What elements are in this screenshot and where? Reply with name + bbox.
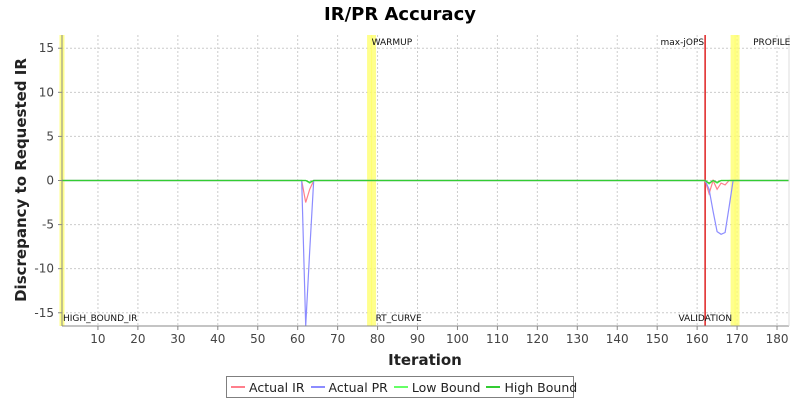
- y-tick-label: 5: [46, 129, 54, 143]
- x-tick-label: 10: [90, 332, 105, 346]
- legend-swatch: [231, 386, 245, 388]
- y-tick-label: 0: [46, 174, 54, 188]
- legend-item: Actual PR: [310, 379, 388, 395]
- marker-label: max-jOPS: [661, 38, 705, 48]
- x-tick-label: 130: [566, 332, 589, 346]
- y-tick-label: -15: [34, 306, 54, 320]
- legend-item: High Bound: [486, 380, 577, 395]
- series-lines: [62, 178, 789, 327]
- marker-labels: HIGH_BOUND_IR WARMUP RT_CURVE max-jOPS VALID…: [63, 38, 791, 324]
- legend: Actual IR Actual PR Low Bound High Bound: [226, 376, 577, 398]
- x-tick-label: 160: [686, 332, 709, 346]
- x-tick-label: 80: [370, 332, 385, 346]
- legend-label: High Bound: [504, 379, 578, 395]
- x-tick-label: 170: [726, 332, 749, 346]
- x-tick-label: 110: [486, 332, 509, 346]
- legend-label: Actual IR: [249, 379, 305, 395]
- legend-swatch: [310, 386, 325, 388]
- marker-label: VALIDATION: [678, 314, 732, 324]
- marker-label: RT_CURVE: [376, 314, 422, 324]
- y-tick-label: -10: [34, 262, 54, 276]
- x-tick-label: 120: [526, 332, 549, 346]
- axes: 10 20 30 40 50 60 70 80 90 100 110 120 130 140 150 160 1…: [34, 35, 790, 346]
- marker-label: WARMUP: [372, 38, 413, 48]
- x-tick-label: 100: [446, 332, 469, 346]
- y-tick-label: 15: [39, 41, 54, 55]
- y-tick-label: -5: [42, 218, 54, 232]
- x-axis-label: Iteration: [388, 351, 462, 369]
- x-tick-label: 180: [766, 332, 789, 346]
- x-tick-label: 70: [330, 332, 345, 346]
- x-tick-label: 140: [606, 332, 629, 346]
- y-tick-label: 10: [39, 85, 54, 99]
- legend-label: Actual PR: [328, 379, 388, 395]
- series-line: [62, 179, 789, 184]
- x-tick-label: 150: [646, 332, 669, 346]
- x-tick-label: 60: [290, 332, 305, 346]
- y-axis-label: Discrepancy to Requested IR: [12, 58, 30, 302]
- marker-label: PROFILE: [753, 38, 791, 48]
- x-tick-label: 50: [250, 332, 265, 346]
- x-tick-label: 20: [130, 332, 145, 346]
- x-tick-label: 90: [410, 332, 425, 346]
- series-line: [62, 178, 789, 203]
- legend-item: Actual IR: [231, 380, 305, 395]
- legend-label: Low Bound: [411, 379, 481, 395]
- legend-item: Low Bound: [393, 379, 481, 395]
- series-line: [62, 179, 789, 327]
- legend-swatch: [486, 386, 501, 388]
- chart-title: IR/PR Accuracy: [324, 4, 476, 25]
- legend-swatch: [393, 386, 408, 388]
- x-tick-label: 40: [210, 332, 225, 346]
- x-tick-label: 30: [170, 332, 185, 346]
- marker-label: HIGH_BOUND_IR: [63, 314, 137, 324]
